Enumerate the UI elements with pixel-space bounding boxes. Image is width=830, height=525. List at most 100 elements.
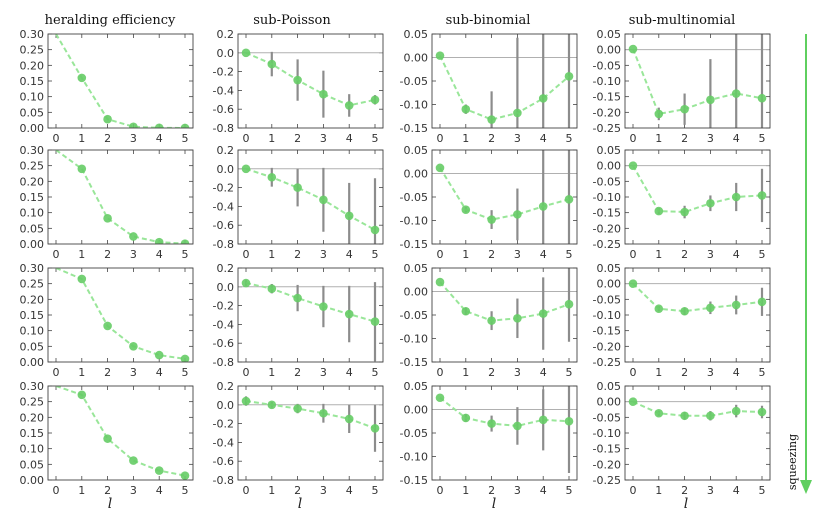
y-tick-label: 0.05 (20, 340, 45, 353)
y-tick-label: -0.25 (593, 356, 621, 369)
x-tick-label: 5 (566, 366, 573, 379)
y-tick-label: -0.05 (593, 59, 621, 72)
x-tick-label: 0 (53, 132, 60, 145)
y-tick-label: 0.25 (20, 278, 45, 291)
data-point (267, 59, 277, 69)
subplot-plot-area (238, 48, 383, 118)
y-tick-label: 0.00 (597, 396, 622, 409)
x-tick-label: 3 (320, 484, 327, 497)
x-tick-label: 4 (733, 366, 740, 379)
y-tick-label: 0.20 (20, 293, 45, 306)
data-point (654, 304, 664, 314)
subplot-plot-area (432, 386, 577, 473)
data-point (706, 95, 715, 105)
series-line (245, 400, 376, 430)
y-tick-label: -0.8 (213, 356, 234, 369)
data-point (564, 72, 574, 81)
subplot-plot-area (55, 34, 190, 128)
data-point (461, 104, 471, 114)
x-tick-label: 0 (243, 484, 250, 497)
y-tick-label: 0.20 (20, 411, 45, 424)
x-tick-label: 0 (437, 484, 444, 497)
series-line (55, 268, 186, 360)
data-point (538, 202, 548, 211)
y-tick-label: 0.15 (20, 191, 45, 204)
y-tick-label: 0.30 (20, 262, 45, 275)
x-tick-label: 1 (78, 248, 85, 261)
y-tick-label: -0.4 (213, 436, 234, 449)
x-tick-label: 5 (759, 248, 766, 261)
y-tick-label: -0.10 (400, 333, 428, 346)
series-line (632, 48, 763, 116)
data-point (487, 215, 496, 224)
data-point (154, 466, 164, 475)
x-tick-label: 4 (156, 484, 163, 497)
x-tick-label: 2 (681, 248, 688, 261)
x-tick-label: 2 (488, 132, 495, 145)
y-tick-label: -0.6 (213, 337, 234, 350)
data-point (680, 104, 689, 114)
y-tick-label: -0.05 (400, 75, 428, 88)
y-tick-label: 0.00 (20, 474, 45, 487)
y-tick-label: 0.25 (20, 160, 45, 173)
squeezing-arrow: squeezing (786, 34, 812, 494)
x-tick-label: 2 (681, 484, 688, 497)
x-tick-label: 5 (759, 132, 766, 145)
subplot-r3-c0: 0.00 0.05 0.10 0.15 0.20 0.25 0.30 0 1 2 3 4 5 (20, 380, 194, 497)
data-point (370, 225, 380, 235)
subplot-r1-c0: 0.00 0.05 0.10 0.15 0.20 0.25 0.30 0 1 2 3 4 5 (20, 144, 194, 261)
data-point (564, 195, 574, 204)
data-point (77, 274, 87, 284)
x-tick-label: 4 (540, 366, 547, 379)
y-tick-label: 0.00 (404, 404, 429, 417)
x-tick-label: 0 (53, 366, 60, 379)
x-tick-label: 5 (372, 484, 379, 497)
y-tick-label: 0.00 (597, 278, 622, 291)
x-tick-label: 3 (514, 484, 521, 497)
y-tick-label: -0.10 (593, 427, 621, 440)
y-tick-label: -0.8 (213, 238, 234, 251)
y-tick-label: -0.10 (400, 99, 428, 112)
col-title-sub-binomial: sub-binomial (446, 13, 531, 28)
y-tick-label: -0.2 (213, 300, 234, 313)
x-tick-label: 0 (437, 248, 444, 261)
y-tick-label: 0.2 (217, 28, 235, 41)
subplot-frame (431, 267, 578, 363)
y-tick-label: 0.05 (597, 144, 622, 157)
data-point (731, 89, 741, 98)
data-point (267, 284, 277, 293)
x-tick-label: 2 (104, 366, 111, 379)
y-tick-label: -0.6 (213, 455, 234, 468)
subplot-r0-c3: 0.05 0.00 -0.05 -0.10 -0.15 -0.20 -0.25 0 1 2 3 4 5 (593, 28, 771, 145)
x-tick-label: 3 (320, 248, 327, 261)
data-point (628, 44, 638, 54)
subplot-r3-c2: 0.05 0.00 -0.05 -0.10 -0.15 0 1 2 3 4 5 (400, 380, 578, 497)
y-tick-label: 0.2 (217, 144, 235, 157)
data-point (628, 397, 638, 406)
data-point (319, 195, 328, 205)
data-point (538, 309, 548, 318)
data-point (77, 164, 87, 174)
data-point (680, 411, 689, 421)
data-point (757, 93, 767, 103)
y-tick-label: -0.8 (213, 474, 234, 487)
squeezing-label: squeezing (786, 434, 799, 490)
y-tick-label: -0.25 (593, 474, 621, 487)
y-tick-label: 0.30 (20, 144, 45, 157)
subplot-frame (624, 33, 771, 129)
x-axis-label-col-1: l (298, 496, 302, 512)
series-line (439, 397, 570, 427)
data-point (77, 390, 87, 400)
data-point (129, 456, 138, 465)
y-tick-label: -0.4 (213, 318, 234, 331)
y-tick-label: 0.0 (217, 399, 235, 412)
subplot-r2-c1: 0.2 0.0 -0.2 -0.4 -0.6 -0.8 0 1 2 3 4 5 (213, 262, 384, 379)
x-tick-label: 4 (346, 132, 353, 145)
y-tick-label: 0.10 (20, 325, 45, 338)
y-tick-label: 0.25 (20, 396, 45, 409)
x-tick-label: 4 (733, 132, 740, 145)
x-tick-label: 0 (243, 132, 250, 145)
data-point (103, 321, 112, 331)
data-point (435, 277, 445, 287)
data-point (706, 411, 715, 421)
